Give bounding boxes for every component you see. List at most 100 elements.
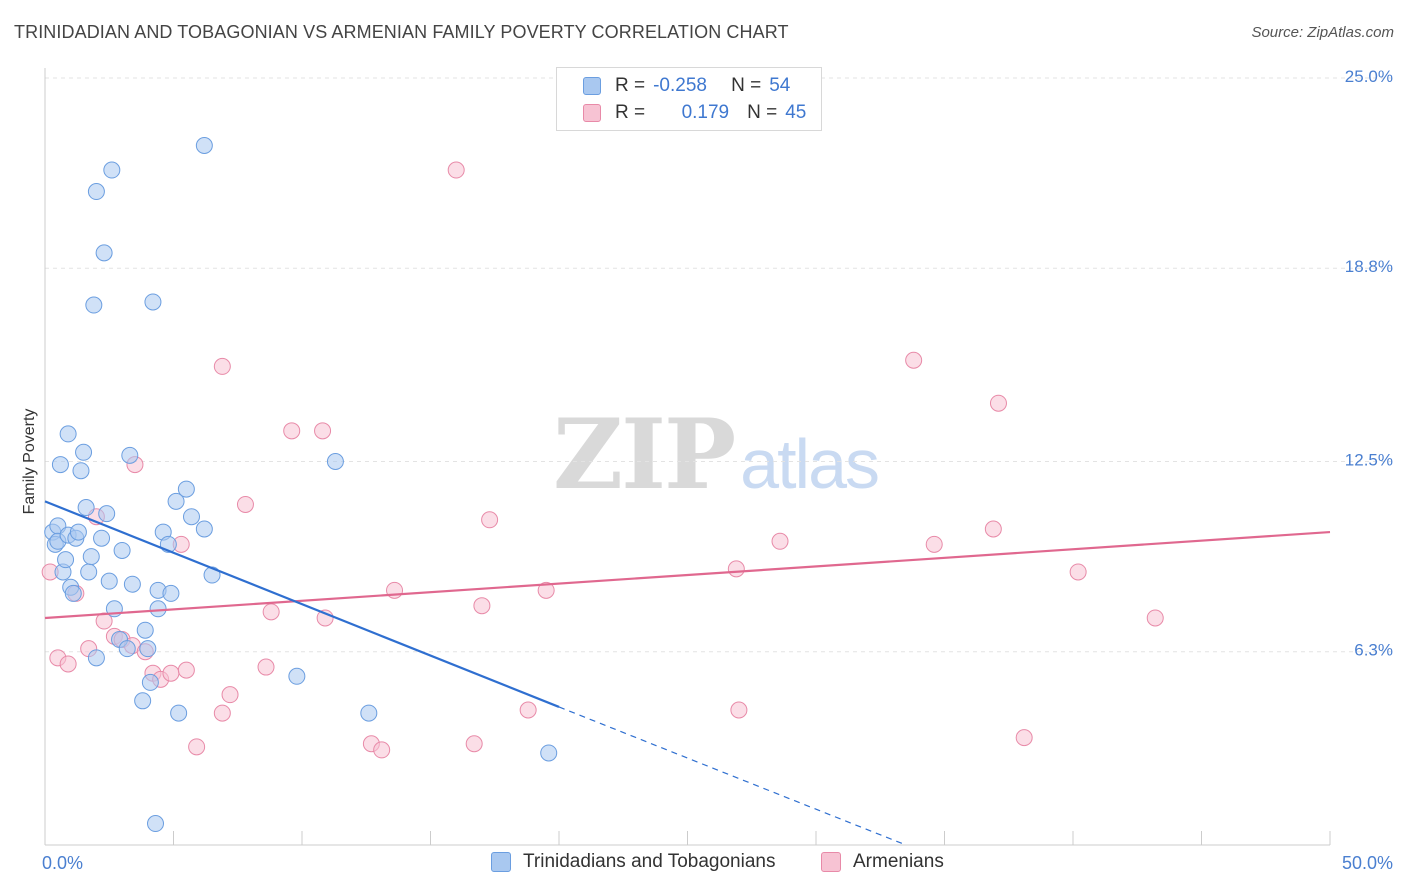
watermark-zip: ZIP <box>553 398 736 511</box>
trinidadian-point <box>136 621 154 639</box>
y-tick-label: 25.0% <box>1345 67 1393 86</box>
armenian-point <box>283 422 301 440</box>
trinidadian-point <box>195 136 213 154</box>
y-tick-label: 12.5% <box>1345 451 1393 470</box>
x-tick-label: 0.0% <box>42 853 83 873</box>
trinidadian-point <box>162 584 180 602</box>
trinidadian-point <box>147 815 165 833</box>
trinidadian-point <box>141 673 159 691</box>
armenian-point <box>730 701 748 719</box>
armenian-point <box>989 394 1007 412</box>
bottom-legend-armenian: Armenians <box>821 851 944 873</box>
trinidadian-point <box>64 584 82 602</box>
trinidadian-point <box>139 640 157 658</box>
armenian-point <box>236 495 254 513</box>
armenian-point <box>473 597 491 615</box>
armenian-point <box>1015 729 1033 747</box>
trinidadian-point <box>113 541 131 559</box>
armenian-point <box>221 686 239 704</box>
bottom-legend-trinidadian: Trinidadians and Tobagonians <box>491 851 775 873</box>
armenian-point <box>162 664 180 682</box>
trinidadian-point <box>80 563 98 581</box>
armenian-point <box>213 704 231 722</box>
legend-r-value: -0.258 <box>653 75 707 96</box>
y-axis-label: Family Poverty <box>21 409 38 515</box>
trinidadian-point <box>288 667 306 685</box>
trinidadian-point <box>93 529 111 547</box>
trinidadian-point <box>195 520 213 538</box>
armenian-point <box>537 581 555 599</box>
trinidadian-point <box>170 704 188 722</box>
trinidadian-trend-line <box>44 500 560 708</box>
armenian-point <box>447 161 465 179</box>
legend-row-armenian: R = 0.179 N = 45 <box>583 100 806 126</box>
armenian-point <box>373 741 391 759</box>
armenian-point <box>519 701 537 719</box>
x-tick-label: 50.0% <box>1342 853 1393 873</box>
armenian-point <box>905 351 923 369</box>
trinidadian-point <box>87 649 105 667</box>
legend-r-value: 0.179 <box>681 102 730 123</box>
watermark-atlas: atlas <box>740 425 880 503</box>
trinidadian-point <box>77 499 95 517</box>
trinidadian-point <box>182 508 200 526</box>
armenian-point <box>262 603 280 621</box>
trinidadian-point <box>121 446 139 464</box>
legend-swatch-trinidadian <box>583 77 601 95</box>
trinidadian-point <box>69 523 87 541</box>
bottom-legend-label: Trinidadians and Tobagonians <box>523 851 776 872</box>
source-label: Source: ZipAtlas.com <box>1251 24 1394 41</box>
bottom-legend-swatch-trinidadian <box>491 852 511 872</box>
bottom-legend-swatch-armenian <box>821 852 841 872</box>
armenian-point <box>177 661 195 679</box>
armenian-point <box>465 735 483 753</box>
trinidadian-point <box>177 480 195 498</box>
armenian-point <box>481 511 499 529</box>
trinidadian-point <box>540 744 558 762</box>
trinidadian-point <box>100 572 118 590</box>
legend-r-label: R = <box>615 102 646 123</box>
legend-n-value: 45 <box>785 102 807 123</box>
legend-n-label: N = <box>747 102 778 123</box>
trinidadian-point <box>98 505 116 523</box>
armenian-point <box>257 658 275 676</box>
correlation-legend: R = -0.258 N = 54 R = 0.179 N = 45 <box>556 67 822 131</box>
armenian-point <box>213 357 231 375</box>
bottom-legend-label: Armenians <box>853 851 944 872</box>
legend-row-trinidadian: R = -0.258 N = 54 <box>583 73 790 99</box>
trinidadian-point <box>72 462 90 480</box>
trinidadian-point <box>87 183 105 201</box>
trinidadian-point <box>75 443 93 461</box>
watermark: ZIPatlas <box>553 398 880 511</box>
armenian-trend-line <box>44 530 1331 620</box>
trinidadian-point <box>95 244 113 262</box>
armenian-point <box>188 738 206 756</box>
legend-swatch-armenian <box>583 104 601 122</box>
trinidadian-point <box>326 453 344 470</box>
trinidadian-point <box>57 551 75 569</box>
y-tick-label: 6.3% <box>1354 641 1393 660</box>
y-tick-label: 18.8% <box>1345 257 1393 276</box>
trinidadian-point <box>360 704 378 722</box>
armenian-point <box>727 560 745 578</box>
legend-r-label: R = <box>615 75 646 96</box>
trinidadian-point <box>134 692 152 710</box>
armenian-point <box>984 520 1002 538</box>
armenian-point <box>1146 609 1164 627</box>
chart-title: TRINIDADIAN AND TOBAGONIAN VS ARMENIAN F… <box>14 22 789 42</box>
trinidadian-point <box>167 492 185 510</box>
armenian-point <box>314 422 332 440</box>
legend-n-label: N = <box>731 75 762 96</box>
trinidadian-point <box>85 296 103 314</box>
armenian-point <box>925 535 943 553</box>
legend-n-value: 54 <box>769 75 791 96</box>
armenian-point <box>1069 563 1087 581</box>
trinidadian-point <box>149 600 167 618</box>
armenian-point <box>59 655 77 673</box>
trinidadian-point <box>82 548 100 566</box>
trinidadian-point <box>59 425 77 443</box>
trinidadian-point <box>51 456 69 474</box>
trinidadian-point <box>144 293 162 311</box>
armenian-point <box>771 532 789 550</box>
